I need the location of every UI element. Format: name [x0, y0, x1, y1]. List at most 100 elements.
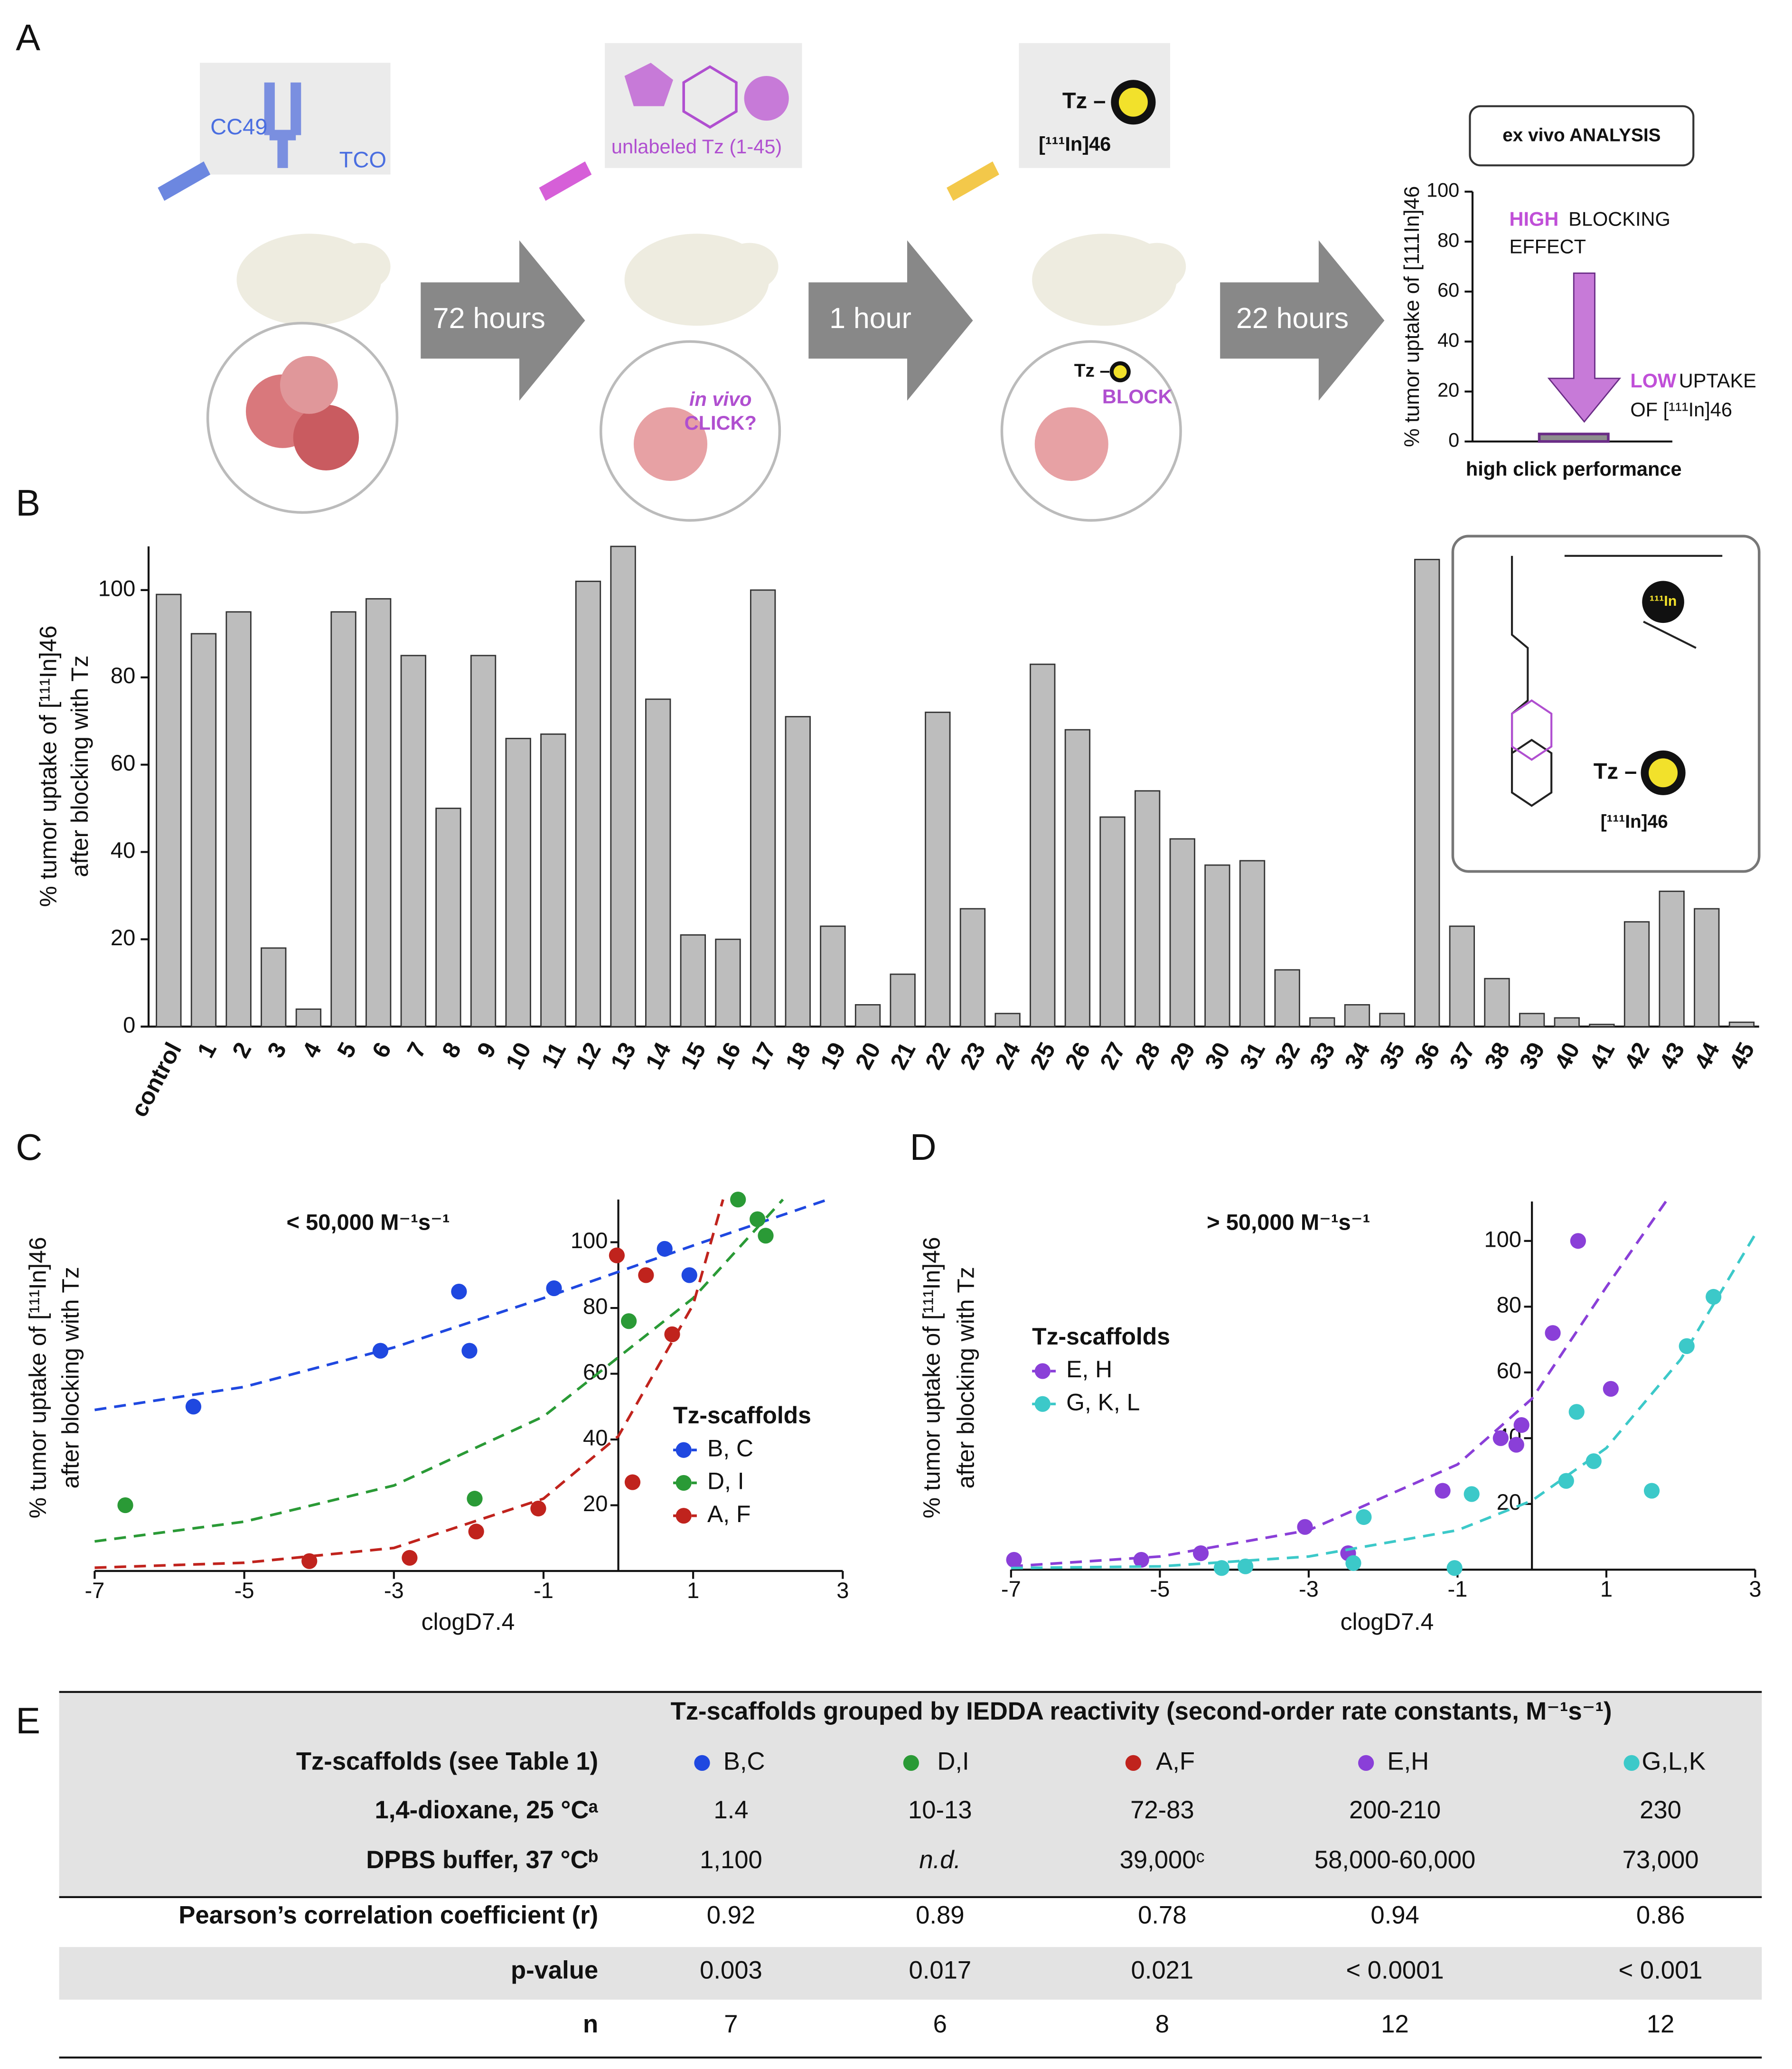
arrow: [808, 240, 973, 401]
y-tick-label: 100: [571, 1228, 608, 1253]
bar: [1484, 978, 1510, 1027]
legend-title: Tz-scaffolds: [1032, 1323, 1170, 1350]
point: [657, 1241, 673, 1257]
label: Tz –: [1074, 360, 1110, 381]
x-tick-label: 42: [1619, 1038, 1655, 1073]
bar: [1554, 1017, 1580, 1027]
bar: [295, 1008, 322, 1027]
fit-line: [94, 1199, 724, 1569]
point: [1586, 1453, 1602, 1469]
legend-title: Tz-scaffolds: [673, 1402, 811, 1429]
bar: [575, 581, 601, 1027]
x-axis-label: clogD7.4: [1341, 1608, 1434, 1635]
x-tick-label: 36: [1409, 1038, 1445, 1073]
arrow: [421, 240, 585, 401]
point: [1133, 1552, 1149, 1568]
x-tick-label: 2: [227, 1038, 256, 1062]
bar: [1623, 921, 1650, 1027]
point: [530, 1500, 546, 1517]
cell: 73,000: [1623, 1846, 1699, 1874]
x-tick-label: 7: [402, 1038, 431, 1062]
point: [681, 1267, 697, 1283]
bar: [854, 1004, 881, 1027]
panel-label: D: [910, 1127, 937, 1168]
bonds: [1511, 555, 1723, 807]
x-tick-label: 10: [500, 1038, 536, 1073]
point: [1603, 1381, 1619, 1397]
annotation: < 50,000 M⁻¹s⁻¹: [286, 1209, 450, 1234]
y-axis-label: % tumor uptake of [¹¹¹In]46: [35, 626, 61, 907]
x-tick-label: 34: [1339, 1038, 1375, 1073]
label: ¹¹¹In: [1650, 593, 1677, 609]
step-label: 72 hours: [433, 302, 545, 334]
x-tick-label: 13: [605, 1038, 641, 1073]
bar: [715, 939, 741, 1027]
x-tick-label: 4: [297, 1038, 327, 1062]
point: [621, 1313, 637, 1329]
legend-label: E, H: [1066, 1356, 1112, 1382]
analysis-box: [1469, 105, 1695, 167]
point: [461, 1343, 478, 1359]
x-tick-label: 31: [1235, 1038, 1270, 1073]
x-tick-label: 18: [780, 1038, 816, 1073]
y-axis-label: % tumor uptake of [¹¹¹In]46: [24, 1237, 51, 1518]
x-tick-label: -3: [1299, 1576, 1319, 1601]
antibody-icon: [264, 82, 301, 168]
cell: 0.92: [707, 1901, 755, 1929]
label: ex vivo ANALYSIS: [1502, 125, 1661, 146]
bonds: [1511, 699, 1553, 761]
y-tick-label: 60: [1497, 1358, 1521, 1383]
panel-label: C: [16, 1127, 42, 1168]
x-tick-label: 41: [1584, 1038, 1620, 1073]
row-label: p-value: [511, 1956, 598, 1984]
bar: [1538, 433, 1610, 443]
icon: [682, 65, 738, 129]
point: [664, 1326, 680, 1343]
point: [1706, 1288, 1722, 1305]
box: [1451, 535, 1761, 873]
icon: [624, 63, 674, 106]
table-band: [59, 1692, 1762, 1896]
cell: 58,000-60,000: [1314, 1846, 1475, 1874]
cell: 0.003: [700, 1956, 762, 1984]
bar: [1589, 1024, 1615, 1027]
point: [467, 1491, 483, 1507]
bar: [1414, 559, 1440, 1027]
x-tick-label: -1: [1447, 1576, 1467, 1601]
x-tick-label: 32: [1269, 1038, 1305, 1073]
bar: [435, 808, 461, 1027]
cell: E,H: [1387, 1747, 1429, 1775]
cell: 200-210: [1349, 1796, 1441, 1824]
table-band: [59, 1947, 1762, 2000]
cell: 230: [1640, 1796, 1681, 1824]
annotation: BLOCKING: [1568, 208, 1670, 230]
x-tick-label: 30: [1200, 1038, 1235, 1073]
label: Tz –: [1594, 758, 1637, 783]
cell: D,I: [937, 1747, 969, 1775]
y-axis-label: % tumor uptake of [111In]46: [1400, 186, 1424, 447]
y-tick-label: 60: [583, 1359, 608, 1384]
y-tick-label: 100: [1426, 179, 1459, 201]
y-tick-label: 40: [111, 837, 135, 863]
panel-label: A: [16, 18, 40, 58]
x-tick-label: 15: [675, 1038, 711, 1073]
cell: 0.89: [916, 1901, 964, 1929]
x-tick-label: 11: [536, 1038, 571, 1072]
bar: [680, 934, 706, 1027]
bar: [540, 733, 566, 1027]
bar: [1169, 838, 1195, 1027]
mice: [158, 161, 1186, 326]
table-title: Tz-scaffolds grouped by IEDDA reactivity…: [671, 1697, 1612, 1725]
fit-line: [1011, 1201, 1667, 1568]
fit-line: [94, 1198, 828, 1411]
bar: [1379, 1013, 1405, 1027]
point: [1464, 1486, 1480, 1502]
point: [1213, 1560, 1230, 1576]
point: [1513, 1417, 1529, 1433]
point: [1570, 1233, 1586, 1249]
bar: [225, 611, 252, 1027]
legend-label: G, K, L: [1066, 1389, 1140, 1415]
x-tick-label: control: [126, 1038, 187, 1121]
y-tick-label: 20: [1437, 379, 1459, 401]
label: [¹¹¹In]46: [1039, 133, 1111, 155]
